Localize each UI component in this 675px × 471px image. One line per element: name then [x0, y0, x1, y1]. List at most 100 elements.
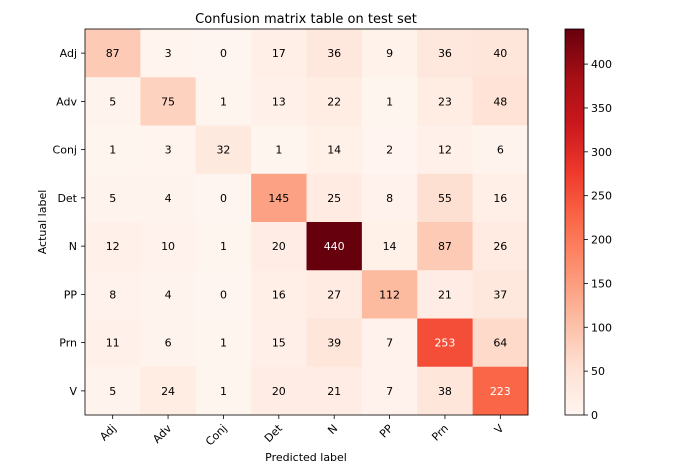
heatmap-cell	[85, 29, 141, 78]
heatmap-cell	[251, 270, 307, 319]
colorbar-tick-label: 400	[591, 58, 612, 71]
heatmap-cell	[306, 125, 363, 175]
cell-value-label: 145	[268, 192, 289, 205]
cell-value-label: 37	[493, 288, 507, 301]
x-tick-label: Adv	[150, 422, 174, 446]
cell-value-label: 15	[272, 337, 286, 350]
y-axis-label: Actual label	[36, 190, 49, 255]
heatmap-cell	[361, 29, 418, 78]
heatmap-cell	[195, 318, 252, 368]
cell-value-label: 25	[327, 192, 341, 205]
cell-value-label: 38	[438, 385, 452, 398]
heatmap-cell	[140, 125, 197, 175]
heatmap-cell	[195, 125, 252, 175]
x-axis-ticks: Adj Adv Conj Det N PP Prn V	[97, 415, 507, 448]
colorbar-tick-label: 200	[591, 234, 612, 247]
cell-value-label: 4	[165, 288, 172, 301]
heatmap-cell	[472, 77, 529, 126]
cell-value-label: 10	[161, 240, 175, 253]
colorbar-ticks: 0 50 100 150 200 250 300 350 400	[584, 58, 612, 422]
heatmap-cell	[85, 173, 141, 223]
cell-value-label: 0	[220, 288, 227, 301]
heatmap-cell	[251, 173, 307, 223]
cell-value-label: 87	[438, 240, 452, 253]
colorbar-tick-label: 100	[591, 321, 612, 334]
cell-value-label: 36	[438, 47, 452, 60]
cell-value-label: 112	[379, 288, 400, 301]
cell-value-label: 12	[438, 144, 452, 157]
y-tick-label: V	[69, 385, 77, 398]
cell-value-label: 14	[327, 144, 341, 157]
heatmap-cell	[140, 77, 197, 126]
heatmap-cell	[306, 366, 363, 416]
cell-value-label: 12	[106, 240, 120, 253]
y-tick-label: Det	[57, 192, 77, 205]
y-tick-label: Prn	[59, 337, 77, 350]
cell-value-label: 13	[272, 95, 286, 108]
heatmap-cell	[472, 29, 529, 78]
cell-value-label: 9	[386, 47, 393, 60]
chart-title: Confusion matrix table on test set	[195, 12, 417, 27]
heatmap-cell	[361, 77, 418, 126]
heatmap-cell	[85, 125, 141, 175]
heatmap-cell	[472, 173, 529, 223]
y-tick-label: N	[69, 240, 77, 253]
heatmap-cell	[195, 29, 252, 78]
heatmap-cell	[417, 318, 474, 368]
colorbar-tick-label: 300	[591, 146, 612, 159]
colorbar-tick-label: 350	[591, 102, 612, 115]
heatmap-cell	[361, 270, 418, 319]
y-axis-ticks: Adj Adv Conj Det N PP Prn V	[53, 47, 85, 398]
heatmap-cell	[251, 77, 307, 126]
heatmap-cell	[361, 173, 418, 223]
cell-value-label: 11	[106, 337, 120, 350]
cell-value-label: 8	[386, 192, 393, 205]
x-axis-label: Predicted label	[265, 451, 347, 464]
heatmap-cell	[361, 125, 418, 175]
heatmap-cell	[195, 222, 252, 271]
x-tick-label: V	[492, 422, 507, 437]
heatmap-cell-labels: 87 3 0 17 36 9 36 405 75 1 13 22 1 23 481 3 32 1 14 2 12 65 4 0…	[106, 47, 511, 398]
cell-value-label: 40	[493, 47, 507, 60]
cell-value-label: 16	[272, 288, 286, 301]
heatmap-cell	[140, 173, 197, 223]
x-tick-label: PP	[377, 422, 396, 441]
cell-value-label: 3	[165, 47, 172, 60]
x-tick-label: Prn	[429, 422, 451, 444]
heatmap-cell	[306, 77, 363, 126]
colorbar-tick-label: 0	[591, 409, 598, 422]
cell-value-label: 55	[438, 192, 452, 205]
heatmap-cell	[472, 125, 529, 175]
cell-value-label: 26	[493, 240, 507, 253]
cell-value-label: 20	[272, 240, 286, 253]
cell-value-label: 3	[165, 144, 172, 157]
cell-value-label: 253	[434, 337, 455, 350]
cell-value-label: 20	[272, 385, 286, 398]
heatmap-cell	[417, 270, 474, 319]
y-tick-label: PP	[64, 288, 78, 301]
heatmap-cell	[195, 366, 252, 416]
cell-value-label: 6	[165, 337, 172, 350]
cell-value-label: 21	[438, 288, 452, 301]
cell-value-label: 27	[327, 288, 341, 301]
cell-value-label: 1	[220, 95, 227, 108]
x-tick-label: Conj	[203, 422, 229, 448]
cell-value-label: 7	[386, 337, 393, 350]
heatmap-cell	[251, 222, 307, 271]
cell-value-label: 36	[327, 47, 341, 60]
heatmap-cell	[472, 222, 529, 271]
heatmap-cell	[306, 29, 363, 78]
cell-value-label: 1	[275, 144, 282, 157]
x-tick-label: Adj	[97, 422, 118, 443]
cell-value-label: 1	[220, 385, 227, 398]
heatmap-cell	[417, 77, 474, 126]
heatmap-cell	[361, 318, 418, 368]
cell-value-label: 39	[327, 337, 341, 350]
heatmap-cell	[306, 222, 363, 271]
cell-value-label: 5	[109, 192, 116, 205]
heatmap-cell	[195, 270, 252, 319]
heatmap-cell	[417, 222, 474, 271]
cell-value-label: 2	[386, 144, 393, 157]
heatmap-cell	[140, 318, 197, 368]
